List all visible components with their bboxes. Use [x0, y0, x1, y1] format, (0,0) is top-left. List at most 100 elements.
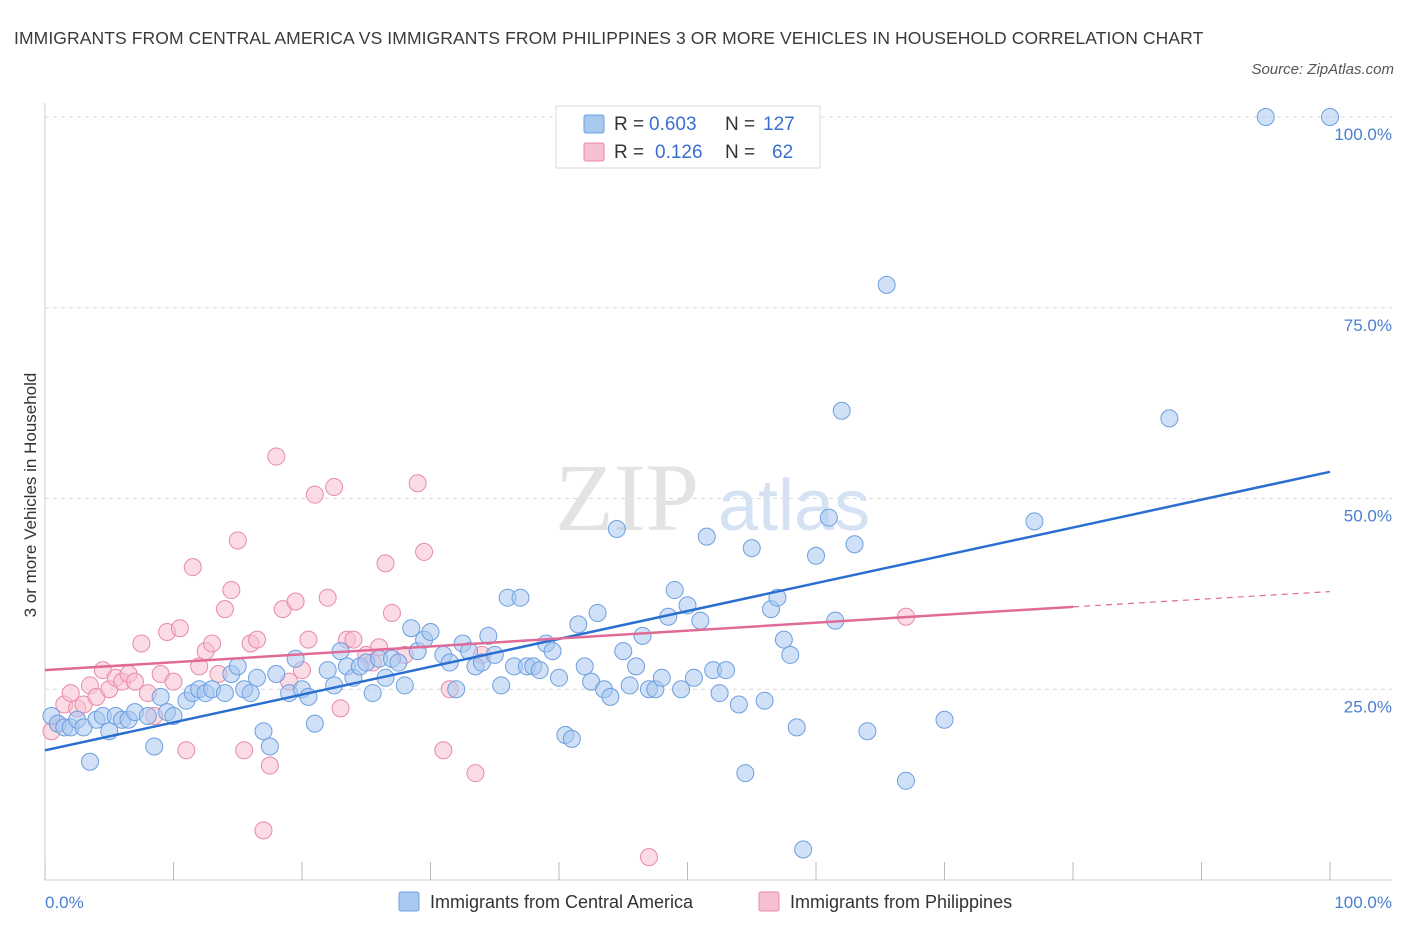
blue-point-73	[550, 668, 568, 687]
bottom-legend-swatch-pink	[758, 891, 780, 912]
legend-n-value-pink: 62	[772, 142, 793, 163]
blue-point-102	[742, 539, 761, 558]
blue-point-14	[138, 706, 157, 725]
watermark-zip: ZIP	[555, 444, 699, 551]
legend-r-label-blue: R =	[614, 114, 644, 135]
legend-n-value-blue: 127	[763, 114, 795, 135]
pink-point-51	[382, 603, 401, 622]
blue-point-38	[318, 661, 337, 680]
bottom-legend-swatch-blue	[398, 891, 420, 912]
bottom-legend-label-blue: Immigrants from Central America	[430, 892, 694, 912]
blue-point-115	[858, 722, 877, 741]
legend-r-label-pink: R =	[614, 142, 644, 163]
blue-point-57	[447, 680, 466, 699]
watermark-atlas: atlas	[718, 466, 870, 546]
blue-point-98	[710, 684, 729, 703]
pink-point-21	[177, 741, 196, 760]
blue-point-85	[627, 657, 646, 676]
chart-title: IMMIGRANTS FROM CENTRAL AMERICA VS IMMIG…	[14, 28, 1204, 48]
legend-n-label-blue: N =	[725, 114, 755, 135]
blue-point-114	[845, 535, 864, 554]
pink-point-41	[305, 485, 324, 504]
blue-point-106	[774, 630, 793, 649]
blue-point-84	[620, 676, 639, 695]
y-tick-label-3: 100.0%	[1334, 125, 1392, 144]
pink-point-59	[639, 848, 658, 867]
blue-point-83	[614, 642, 633, 661]
pink-point-29	[228, 531, 247, 550]
blue-point-118	[935, 710, 954, 729]
blue-point-94	[684, 668, 703, 687]
blue-point-28	[241, 684, 260, 703]
pink-point-28	[222, 581, 241, 600]
blue-point-76	[569, 615, 588, 634]
y-tick-label-0: 25.0%	[1344, 697, 1392, 716]
blue-point-92	[672, 680, 691, 699]
series-central-america-points	[42, 108, 1339, 859]
pink-point-54	[415, 542, 434, 561]
y-tick-label-1: 50.0%	[1344, 507, 1392, 526]
pink-point-42	[318, 588, 337, 607]
blue-point-51	[402, 619, 421, 638]
bottom-legend-label-pink: Immigrants from Philippines	[790, 892, 1012, 912]
blue-point-103	[755, 691, 774, 710]
legend-swatch-pink	[583, 142, 605, 162]
blue-point-119	[1025, 512, 1044, 531]
bottom-legend: Immigrants from Central America Immigran…	[398, 891, 1012, 912]
pink-point-30	[235, 741, 254, 760]
blue-point-24	[215, 684, 234, 703]
blue-point-109	[794, 840, 813, 859]
blue-point-95	[691, 611, 710, 630]
legend-r-value-blue: 0.603	[649, 114, 697, 135]
pink-point-43	[325, 478, 344, 497]
pink-point-33	[254, 821, 273, 840]
watermark: ZIP atlas	[555, 444, 870, 551]
legend-n-label-pink: N =	[725, 142, 755, 163]
blue-point-30	[254, 722, 273, 741]
pink-point-57	[466, 764, 485, 783]
blue-point-81	[601, 687, 620, 706]
blue-point-122	[1321, 108, 1339, 126]
trend-line-central-america	[44, 470, 1331, 752]
axes	[44, 103, 1392, 881]
y-tick-label-2: 75.0%	[1344, 316, 1392, 335]
blue-point-70	[530, 661, 549, 680]
blue-point-72	[543, 642, 562, 661]
legend-swatch-blue	[583, 114, 605, 134]
pink-point-34	[260, 756, 279, 775]
blue-point-79	[588, 603, 607, 622]
blue-point-45	[363, 684, 382, 703]
pink-point-27	[215, 600, 234, 619]
blue-point-62	[479, 626, 498, 645]
blue-point-108	[787, 718, 806, 737]
pink-point-50	[376, 554, 395, 573]
trend-line-philippines-extension	[1072, 590, 1331, 608]
blue-point-86	[633, 626, 652, 645]
legend-r-value-pink: 0.126	[655, 142, 703, 163]
blue-point-31	[260, 737, 279, 756]
blue-point-91	[665, 581, 684, 600]
blue-point-34	[286, 649, 305, 668]
trend-lines	[44, 470, 1331, 752]
pink-point-14	[132, 634, 151, 653]
pink-point-20	[170, 619, 189, 638]
blue-point-107	[781, 645, 800, 664]
blue-point-26	[228, 657, 247, 676]
blue-point-89	[652, 668, 671, 687]
x-tick-label-1: 100.0%	[1334, 893, 1392, 912]
pink-point-40	[299, 630, 318, 649]
legend: R = 0.603 N = 127 R = 0.126 N = 62	[555, 105, 821, 169]
blue-point-111	[819, 508, 838, 527]
blue-point-101	[736, 764, 755, 783]
blue-point-75	[562, 729, 581, 748]
blue-point-64	[492, 676, 511, 695]
blue-point-99	[717, 661, 736, 680]
blue-point-96	[697, 527, 716, 546]
x-tick-label-0: 0.0%	[45, 893, 84, 912]
blue-point-100	[729, 695, 748, 714]
blue-point-15	[145, 737, 164, 756]
source-note: Source: ZipAtlas.com	[1251, 61, 1394, 78]
blue-point-120	[1160, 409, 1179, 428]
blue-point-117	[896, 771, 915, 790]
